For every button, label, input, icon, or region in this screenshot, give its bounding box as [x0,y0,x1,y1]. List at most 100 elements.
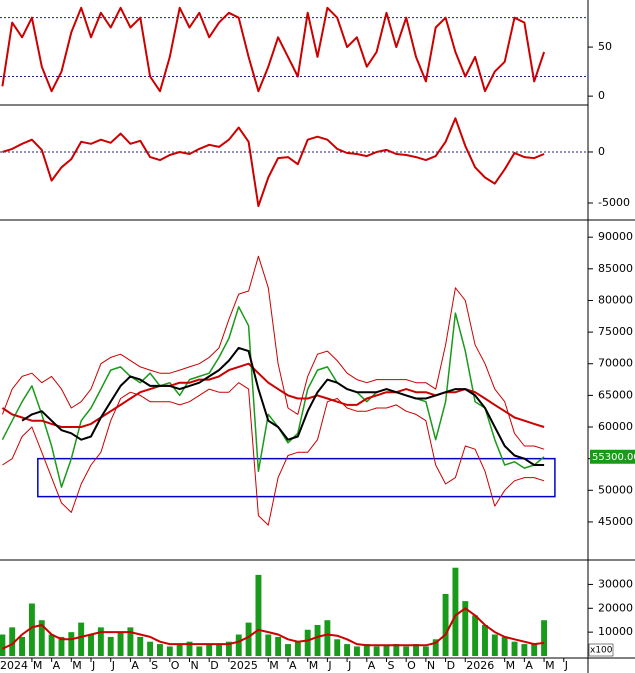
volume-bar [58,636,65,656]
x-tick-label: A [289,659,297,672]
volume-bar [206,644,213,656]
last-price-label: 55300.00 [592,452,635,463]
volume-bar [472,615,479,656]
x-tick-label: M [269,659,279,672]
y-tick-label: 90000 [598,230,633,243]
volume-bar [235,634,242,656]
series-line [2,117,545,208]
x-tick-label: M [506,659,516,672]
volume-bar [265,634,272,656]
volume-bar [78,622,85,656]
x-tick-label: M [545,659,555,672]
volume-bar [373,646,380,656]
series-line [1,306,545,488]
volume-bar [68,632,75,656]
volume-bar [403,646,410,656]
y-tick-label: 50 [598,40,612,53]
volume-bar [137,636,144,656]
volume-bar [393,644,400,656]
unit-label: x100 [590,646,613,656]
series-line [1,6,546,93]
volume-bar [541,620,548,656]
y-tick-label: 75000 [598,325,633,338]
volume-bar [344,644,351,656]
y-tick-label: 60000 [598,420,633,433]
volume-bar [353,646,360,656]
y-tick-label: 30000 [598,577,633,590]
y-tick-label: 70000 [598,357,633,370]
volume-bar [294,641,301,656]
x-tick-label: A [131,659,139,672]
y-tick-label: 20000 [598,601,633,614]
y-tick-label: -5000 [598,196,630,209]
x-tick-label: S [387,659,394,672]
last-price-box [590,449,635,464]
volume-bar [422,646,429,656]
volume-bar [275,636,282,656]
y-tick-label: 0 [598,89,605,102]
x-tick-label: N [190,659,198,672]
volume-bar [147,641,154,656]
volume-bar [9,627,16,656]
volume-bar [117,632,124,656]
series-line [1,255,545,450]
volume-bar [186,641,193,656]
y-tick-label: 45000 [598,515,633,528]
volume-bar [324,620,331,656]
y-tick-label: 0 [598,145,605,158]
x-tick-label: O [407,659,416,672]
volume-bar [88,634,94,656]
x-tick-label: J [91,659,95,672]
volume-bar [107,636,114,656]
x-tick-label: O [171,659,180,672]
volume-bar [0,634,6,656]
x-tick-label: M [33,659,43,672]
volume-bar [176,644,183,656]
volume-bar [501,636,508,656]
volume-bar [28,603,35,656]
volume-bar [521,644,528,656]
x-tick-label: N [427,659,435,672]
volume-bar [216,644,223,656]
volume-bar [285,644,291,656]
y-tick-label: 85000 [598,262,633,275]
unit-box [588,643,614,657]
y-tick-label: 50000 [598,483,633,496]
series-line [1,607,545,650]
volume-bar [334,639,341,656]
volume-bar [432,639,439,656]
volume-bar [482,624,488,656]
volume-bar [245,622,252,656]
range-box [37,457,556,498]
volume-bar [225,641,232,656]
volume-bar [304,629,311,656]
x-tick-label: J [347,659,351,672]
x-tick-label: A [53,659,61,672]
y-tick-label: 80000 [598,293,633,306]
volume-bar [491,634,498,656]
volume-bar [38,620,45,656]
volume-bar [452,567,459,656]
y-tick-label: 10000 [598,625,633,638]
x-tick-label: J [564,659,568,672]
series-line [2,382,545,526]
x-tick-label: A [368,659,376,672]
series-line [21,346,545,466]
x-tick-label: M [72,659,82,672]
x-tick-label: 2025 [230,659,258,672]
volume-bar [166,646,173,656]
volume-bar [19,636,26,656]
volume-bar [97,627,104,656]
volume-bar [48,634,55,656]
volume-bar [127,627,134,656]
x-tick-label: J [111,659,115,672]
series-line [1,362,545,428]
x-tick-label: J [327,659,331,672]
x-tick-label: D [210,659,218,672]
x-tick-label: A [525,659,533,672]
y-tick-label: 65000 [598,388,633,401]
volume-bar [511,641,518,656]
volume-bar [156,644,163,656]
